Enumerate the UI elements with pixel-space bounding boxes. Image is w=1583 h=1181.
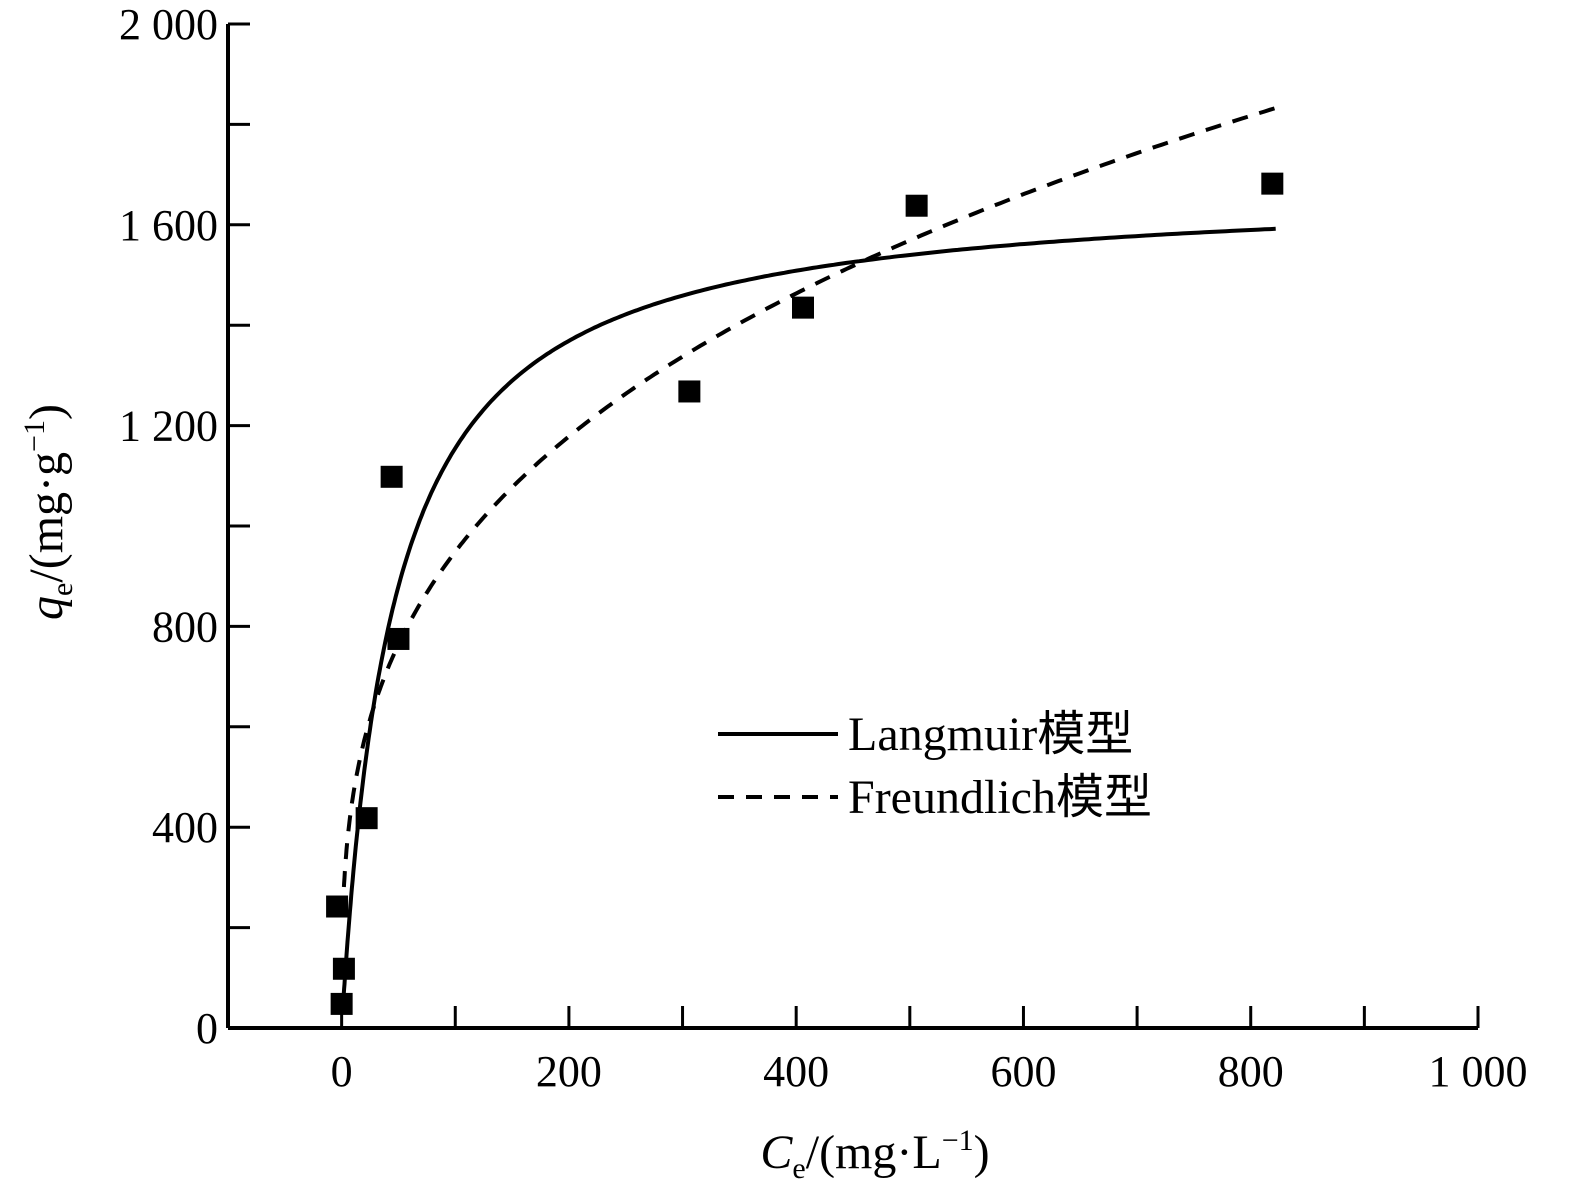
- data-point-marker: [1261, 172, 1284, 195]
- y-tick-label: 400: [152, 803, 218, 852]
- x-axis-title-sup: −1: [942, 1124, 974, 1157]
- data-point-marker: [332, 957, 355, 980]
- y-tick-label: 1 600: [119, 201, 218, 250]
- data-point-marker: [905, 194, 928, 217]
- y-tick-label: 1 200: [119, 402, 218, 451]
- data-point-marker: [792, 296, 814, 319]
- legend-freundlich-label: Freundlich模型: [848, 771, 1152, 824]
- y-axis-title-unit: /(mg·g: [20, 452, 73, 583]
- y-axis-title-main: q: [20, 596, 73, 620]
- x-axis-title-unit: /(mg·L: [806, 1126, 942, 1179]
- y-axis-title-sup: −1: [18, 420, 51, 452]
- x-tick-label: 400: [763, 1047, 829, 1096]
- legend-langmuir-label: Langmuir模型: [848, 708, 1133, 761]
- x-axis-title-main: C: [760, 1126, 793, 1179]
- data-point-marker: [326, 895, 349, 918]
- x-axis-title: Ce/(mg·L−1): [760, 1124, 989, 1181]
- data-points: [326, 172, 1284, 1015]
- tick-marks: [226, 22, 1480, 1030]
- y-tick-label: 2 000: [119, 0, 218, 49]
- axes: [226, 24, 1478, 1030]
- freundlich-curve: [340, 106, 1277, 915]
- langmuir-curve: [340, 226, 1276, 1010]
- y-axis-title: qe/(mg·g−1): [18, 404, 79, 620]
- legend: Langmuir模型 Freundlich模型: [718, 708, 1152, 824]
- y-axis-title-sub: e: [46, 583, 79, 596]
- y-axis-title-close: ): [20, 404, 73, 420]
- model-curves: [340, 106, 1277, 1010]
- data-point-marker: [678, 380, 701, 403]
- x-tick-label: 0: [331, 1047, 353, 1096]
- x-tick-label: 200: [536, 1047, 602, 1096]
- tick-labels: 0 200 400 600 800 1 000 0 400 800 1 200 1 600 2 000: [119, 0, 1528, 1096]
- data-point-marker: [387, 627, 410, 650]
- x-axis-title-close: ): [974, 1126, 990, 1179]
- data-point-marker: [355, 807, 378, 830]
- x-axis-title-sub: e: [792, 1152, 805, 1181]
- data-point-marker: [330, 992, 353, 1015]
- data-point-marker: [380, 465, 403, 488]
- x-tick-label: 600: [990, 1047, 1056, 1096]
- y-tick-label: 800: [152, 602, 218, 651]
- y-tick-label: 0: [196, 1004, 218, 1053]
- x-tick-label: 1 000: [1429, 1047, 1528, 1096]
- x-tick-label: 800: [1218, 1047, 1284, 1096]
